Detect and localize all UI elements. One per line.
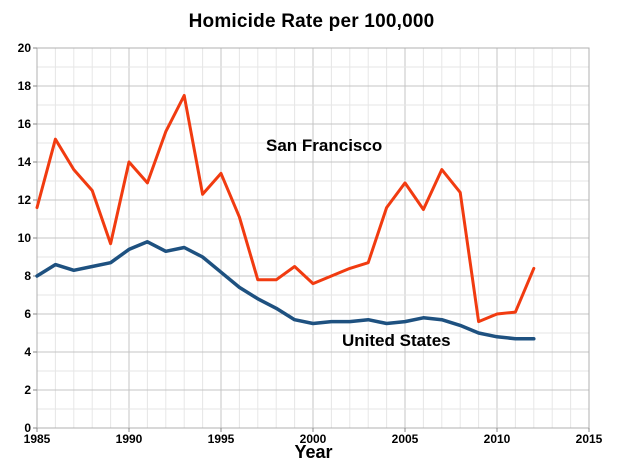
y-tick-label: 0 [24,421,31,435]
y-tick-label: 10 [18,231,32,245]
x-tick-label: 1995 [208,432,235,446]
x-tick-label: 1990 [116,432,143,446]
x-tick-label: 2000 [300,432,327,446]
y-tick-label: 12 [18,193,32,207]
y-tick-label: 4 [24,345,31,359]
x-tick-label: 2005 [392,432,419,446]
x-tick-label: 2015 [576,432,603,446]
san-francisco-series-label: San Francisco [266,136,383,155]
y-tick-label: 16 [18,117,32,131]
y-tick-label: 18 [18,79,32,93]
y-tick-label: 2 [24,383,31,397]
chart-title: Homicide Rate per 100,000 [188,11,435,32]
x-tick-label: 1985 [24,432,51,446]
x-axis-title: Year [294,442,333,462]
x-tick-label: 2010 [484,432,511,446]
united-states-line [35,240,536,341]
y-tick-label: 14 [18,155,32,169]
y-tick-label: 20 [18,41,32,55]
united-states-series-label: United States [342,331,451,350]
san-francisco-line [35,94,536,324]
y-tick-label: 8 [24,269,31,283]
y-tick-label: 6 [24,307,31,321]
